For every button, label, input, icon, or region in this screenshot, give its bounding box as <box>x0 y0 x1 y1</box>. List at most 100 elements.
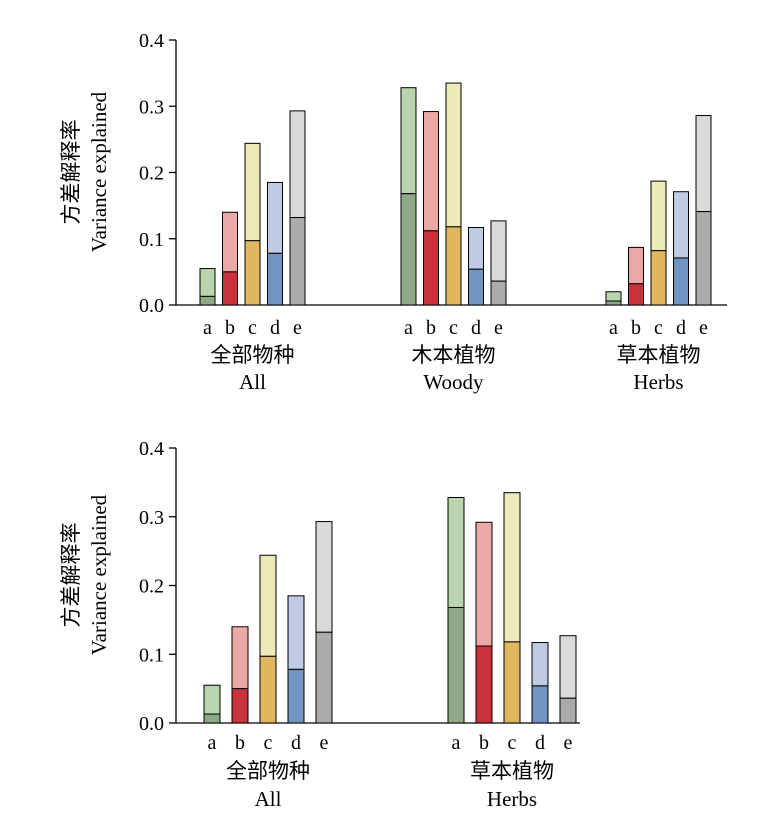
bar-lower-segment <box>400 193 417 306</box>
y-tick-label: 0.3 <box>139 96 164 118</box>
x-category-label: a <box>452 732 461 754</box>
x-category-label: e <box>564 732 573 754</box>
bar-upper-segment <box>400 87 417 195</box>
bar-upper-segment <box>231 626 249 690</box>
group-label-en: Herbs <box>487 787 537 811</box>
group-label-cn: 草本植物 <box>617 343 701 367</box>
bar-lower-segment <box>673 257 689 306</box>
bar-upper-segment <box>203 684 221 715</box>
bar-upper-segment <box>490 220 507 282</box>
bar-upper-segment <box>468 226 484 270</box>
x-category-label: e <box>320 732 329 754</box>
bar-lower-segment <box>468 268 484 306</box>
bar-lower-segment <box>287 668 305 724</box>
x-category-label: a <box>208 732 217 754</box>
y-tick-label: 0.4 <box>139 30 164 52</box>
bar-lower-segment <box>628 283 644 306</box>
x-category-label: c <box>654 317 663 339</box>
bar-upper-segment <box>605 291 622 302</box>
bar-upper-segment <box>199 268 216 297</box>
bar-upper-segment <box>289 110 306 219</box>
bar-upper-segment <box>531 642 549 687</box>
bar-upper-segment <box>650 180 667 252</box>
x-category-label: d <box>291 732 301 754</box>
bar-lower-segment <box>605 300 622 306</box>
bar-upper-segment <box>503 492 521 643</box>
group-label-cn: 全部物种 <box>211 343 295 367</box>
bar-upper-segment <box>447 497 465 608</box>
bar-lower-segment <box>231 688 249 724</box>
y-tick-label: 0.0 <box>139 295 164 317</box>
x-category-label: d <box>471 317 481 339</box>
bar-lower-segment <box>222 271 238 306</box>
bar-lower-segment <box>531 685 549 724</box>
bar-lower-segment <box>475 645 493 724</box>
bar-upper-segment <box>475 521 493 647</box>
x-category-label: e <box>699 317 708 339</box>
x-category-label: c <box>248 317 257 339</box>
bar-lower-segment <box>490 280 507 306</box>
bar-lower-segment <box>559 697 577 724</box>
bar-upper-segment <box>287 595 305 670</box>
bar-lower-segment <box>447 607 465 724</box>
bar-lower-segment <box>695 211 712 306</box>
bar-lower-segment <box>259 655 277 724</box>
y-axis-label-en: Variance explained <box>87 91 111 252</box>
x-category-label: b <box>631 317 641 339</box>
x-category-label: c <box>264 732 273 754</box>
group-label-en: Herbs <box>633 370 683 394</box>
bar-lower-segment <box>289 217 306 306</box>
bar-lower-segment <box>244 240 261 306</box>
y-axis-label-cn: 方差解释率 <box>59 523 83 628</box>
x-category-label: a <box>609 317 618 339</box>
bar-upper-segment <box>222 211 238 273</box>
bar-upper-segment <box>315 521 333 633</box>
x-category-label: b <box>479 732 489 754</box>
x-category-label: b <box>225 317 235 339</box>
bar-upper-segment <box>673 191 689 259</box>
bar-upper-segment <box>423 111 439 232</box>
y-axis-label-cn: 方差解释率 <box>59 120 83 225</box>
bar-upper-segment <box>445 82 462 228</box>
bar-upper-segment <box>259 554 277 657</box>
y-tick-label: 0.3 <box>139 507 164 529</box>
bar-lower-segment <box>423 230 439 306</box>
y-tick-label: 0.4 <box>139 438 164 460</box>
bar-upper-segment <box>559 635 577 699</box>
x-category-label: d <box>270 317 280 339</box>
bar-lower-segment <box>650 250 667 306</box>
group-label-cn: 草本植物 <box>470 759 554 783</box>
bar-lower-segment <box>503 641 521 724</box>
group-label-cn: 木本植物 <box>412 343 496 367</box>
x-category-label: c <box>508 732 517 754</box>
x-category-label: c <box>449 317 458 339</box>
bar-upper-segment <box>244 142 261 242</box>
bar-upper-segment <box>267 181 283 254</box>
y-tick-label: 0.2 <box>139 576 164 598</box>
y-tick-label: 0.1 <box>139 229 164 251</box>
bar-upper-segment <box>628 246 644 285</box>
bar-lower-segment <box>445 226 462 306</box>
y-tick-label: 0.1 <box>139 644 164 666</box>
x-category-label: d <box>535 732 545 754</box>
group-label-cn: 全部物种 <box>226 759 310 783</box>
bar-lower-segment <box>203 713 221 724</box>
y-tick-label: 0.0 <box>139 713 164 735</box>
x-category-label: b <box>426 317 436 339</box>
y-tick-label: 0.2 <box>139 163 164 185</box>
bar-upper-segment <box>695 115 712 213</box>
group-label-en: Woody <box>423 370 484 394</box>
x-category-label: a <box>203 317 212 339</box>
bar-lower-segment <box>199 295 216 306</box>
x-category-label: e <box>293 317 302 339</box>
x-category-label: e <box>494 317 503 339</box>
bar-lower-segment <box>315 631 333 724</box>
y-axis-label-en: Variance explained <box>87 494 111 655</box>
x-category-label: d <box>676 317 686 339</box>
x-category-label: b <box>235 732 245 754</box>
x-category-label: a <box>404 317 413 339</box>
group-label-en: All <box>255 787 282 811</box>
